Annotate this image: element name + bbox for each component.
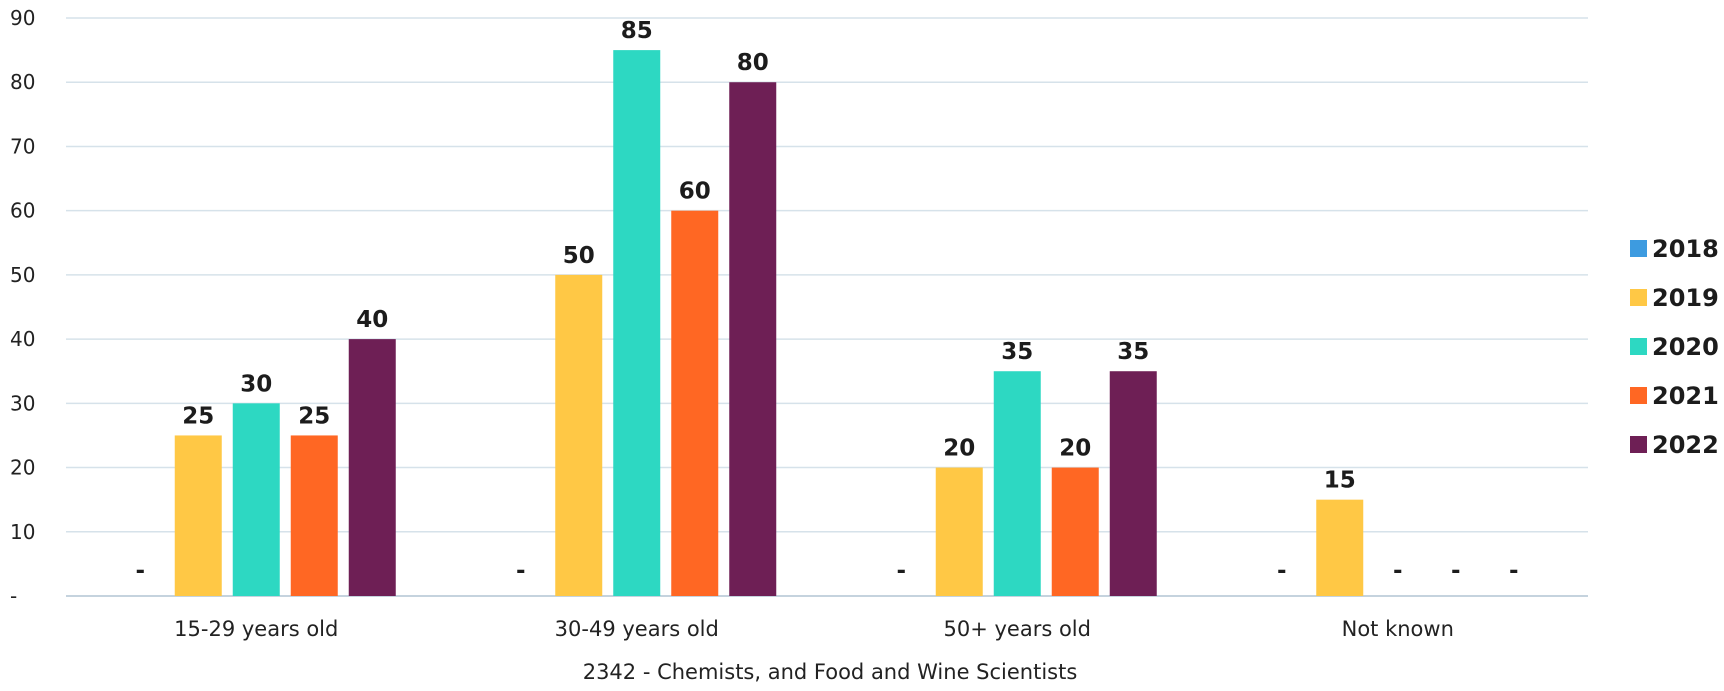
y-tick-label: 60: [10, 199, 35, 223]
data-label: 40: [356, 307, 388, 333]
y-axis: - 10 20 30 40 50 60 70 80 90: [10, 6, 35, 608]
x-axis-title: 2342 - Chemists, and Food and Wine Scien…: [583, 660, 1078, 684]
legend-label: 2022: [1652, 431, 1719, 459]
bar-2019: [1316, 499, 1364, 596]
bar-2020: [993, 371, 1041, 596]
x-category-label: 15-29 years old: [174, 617, 338, 641]
data-label-empty: -: [1393, 558, 1403, 584]
data-labels: - 25 30 25 40 - 50 85 60 80 - 20 35 20 35 - 15 - - -: [135, 18, 1518, 584]
legend-label: 2021: [1652, 382, 1719, 410]
bars: [174, 50, 1364, 597]
legend-label: 2019: [1652, 284, 1719, 312]
data-label: 35: [1117, 339, 1149, 365]
y-tick-label: 20: [10, 456, 35, 480]
bar-2021: [1051, 467, 1099, 596]
data-label: 25: [182, 403, 214, 429]
data-label: 25: [298, 403, 330, 429]
legend: 2018 2019 2020 2021 2022: [1630, 235, 1719, 459]
data-label-empty: -: [135, 558, 145, 584]
data-label: 20: [943, 436, 975, 462]
data-label: 50: [563, 243, 595, 269]
bar-2021: [671, 210, 719, 596]
bar-2022: [1109, 371, 1157, 596]
x-category-label: 50+ years old: [944, 617, 1091, 641]
data-label: 30: [240, 371, 272, 397]
y-tick-label: 80: [10, 70, 35, 94]
data-label: 60: [679, 179, 711, 205]
data-label-empty: -: [896, 558, 906, 584]
legend-label: 2018: [1652, 235, 1719, 263]
bar-2021: [290, 435, 338, 596]
data-label: 35: [1001, 339, 1033, 365]
bar-2020: [232, 403, 280, 596]
x-category-label: Not known: [1342, 617, 1454, 641]
y-tick-label: 90: [10, 6, 35, 30]
data-label: 80: [737, 50, 769, 76]
bar-2019: [555, 274, 603, 596]
y-tick-label: -: [10, 584, 17, 608]
legend-swatch-2020: [1630, 338, 1647, 355]
legend-label: 2020: [1652, 333, 1719, 361]
x-axis: 15-29 years old 30-49 years old 50+ years …: [174, 617, 1454, 641]
legend-swatch-2019: [1630, 289, 1647, 306]
legend-swatch-2018: [1630, 240, 1647, 257]
y-tick-label: 40: [10, 327, 35, 351]
data-label-empty: -: [1277, 558, 1287, 584]
bar-2019: [174, 435, 222, 596]
data-label: 85: [621, 18, 653, 44]
data-label-empty: -: [1509, 558, 1519, 584]
bar-2019: [935, 467, 983, 596]
y-tick-label: 30: [10, 391, 35, 415]
data-label: 15: [1324, 468, 1356, 494]
y-tick-label: 50: [10, 263, 35, 287]
data-label-empty: -: [516, 558, 526, 584]
bar-2022: [348, 339, 396, 596]
legend-swatch-2021: [1630, 387, 1647, 404]
data-label: 20: [1059, 436, 1091, 462]
bar-2020: [613, 50, 661, 597]
y-tick-label: 70: [10, 134, 35, 158]
y-tick-label: 10: [10, 520, 35, 544]
bar-2022: [729, 82, 777, 596]
data-label-empty: -: [1451, 558, 1461, 584]
legend-swatch-2022: [1630, 436, 1647, 453]
x-category-label: 30-49 years old: [555, 617, 719, 641]
